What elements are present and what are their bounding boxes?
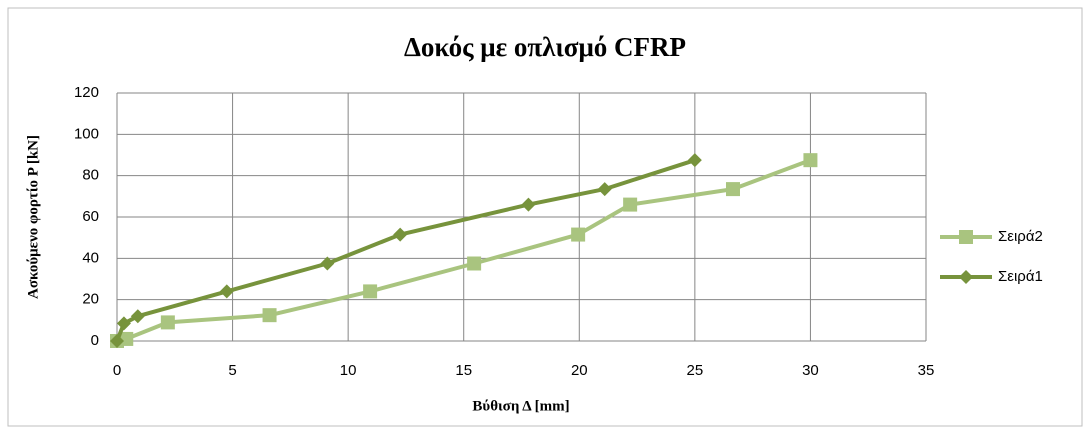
- marker: [725, 182, 740, 197]
- x-tick-label: 35: [918, 362, 935, 379]
- y-tick-label: 120: [74, 84, 99, 101]
- x-tick-label: 0: [113, 362, 121, 379]
- chart-title: Δοκός με οπλισμό CFRP: [404, 32, 686, 62]
- legend-marker: [959, 230, 973, 244]
- x-tick-label: 15: [455, 362, 472, 379]
- marker: [363, 284, 378, 299]
- x-tick-label: 20: [571, 362, 588, 379]
- y-tick-label: 20: [82, 291, 99, 308]
- marker: [262, 308, 277, 323]
- marker: [597, 182, 612, 197]
- y-tick-label: 100: [74, 125, 99, 142]
- marker: [320, 256, 335, 271]
- marker: [110, 334, 124, 348]
- marker: [571, 227, 586, 242]
- x-tick-label: 30: [802, 362, 819, 379]
- y-tick-label: 60: [82, 208, 99, 225]
- y-tick-label: 40: [82, 249, 99, 266]
- marker: [130, 309, 145, 324]
- marker: [687, 153, 702, 168]
- series-line: [116, 158, 812, 343]
- legend-label: Σειρά2: [998, 228, 1043, 245]
- y-axis-label: Ασκούμενο φορτίο P [kN]: [25, 135, 41, 299]
- marker: [393, 227, 408, 242]
- marker: [521, 197, 536, 212]
- marker: [116, 316, 131, 331]
- marker: [160, 315, 175, 330]
- legend-marker: [959, 270, 973, 284]
- x-tick-label: 25: [687, 362, 704, 379]
- marker: [623, 197, 638, 212]
- y-tick-label: 80: [82, 167, 99, 184]
- x-tick-label: 5: [228, 362, 236, 379]
- marker: [219, 284, 234, 299]
- marker: [467, 256, 482, 271]
- legend-label: Σειρά1: [998, 268, 1043, 285]
- x-axis-label: Βύθιση Δ [mm]: [472, 398, 569, 414]
- marker: [119, 331, 134, 346]
- marker: [803, 153, 818, 168]
- x-tick-label: 10: [340, 362, 357, 379]
- y-tick-label: 0: [91, 332, 99, 349]
